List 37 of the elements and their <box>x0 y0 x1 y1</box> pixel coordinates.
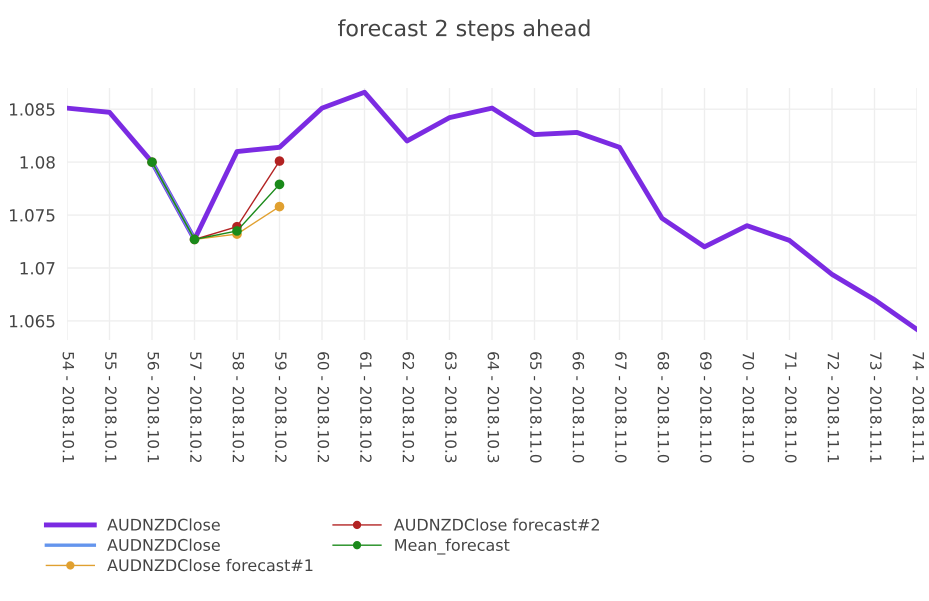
legend-label: AUDNZDClose forecast#2 <box>394 518 599 531</box>
x-tick-label: 63 - 2018.10.3 <box>445 352 457 462</box>
chart-title: forecast 2 steps ahead <box>338 19 590 41</box>
x-tick-label: 66 - 2018.11.0 <box>572 352 584 463</box>
x-tick-label: 74 - 2018.11.1 <box>912 352 924 462</box>
line-series <box>67 90 917 332</box>
x-tick-label: 69 - 2018.11.0 <box>700 352 712 463</box>
x-tick-label: 59 - 2018.10.2 <box>275 352 287 462</box>
x-tick-label: 61 - 2018.10.2 <box>360 352 372 462</box>
x-tick-label: 72 - 2018.11.1 <box>828 352 840 462</box>
y-tick-label: 1.075 <box>10 209 54 222</box>
x-tick-label: 68 - 2018.11.0 <box>658 352 670 463</box>
x-tick-label: 55 - 2018.10.1 <box>105 352 117 462</box>
x-tick-label: 64 - 2018.10.3 <box>488 352 500 462</box>
x-tick-label: 62 - 2018.10.2 <box>402 352 414 462</box>
x-tick-label: 67 - 2018.11.0 <box>615 352 627 463</box>
x-tick-label: 60 - 2018.10.2 <box>318 352 330 462</box>
point <box>274 179 284 190</box>
y-tick-label: 1.07 <box>20 262 54 275</box>
y-tick-label: 1.085 <box>10 103 54 116</box>
x-tick-label: 58 - 2018.10.2 <box>232 352 244 462</box>
point <box>232 226 242 236</box>
point <box>274 156 284 166</box>
x-tick-label: 57 - 2018.10.2 <box>190 352 202 462</box>
y-tick-label: 1.08 <box>20 156 55 169</box>
point <box>274 202 284 212</box>
y-tick-label: 1.065 <box>10 314 54 328</box>
legend-label: Mean_forecast <box>395 538 510 555</box>
x-tick-label: 65 - 2018.11.0 <box>530 352 542 463</box>
legend-label: AUDNZDClose <box>107 538 220 551</box>
legend-label: AUDNZDClose forecast#1 <box>107 558 312 572</box>
legend-label: AUDNZDClose <box>107 518 220 531</box>
x-tick-label: 71 - 2018.11.0 <box>785 352 797 463</box>
x-tick-label: 73 - 2018.11.1 <box>870 352 882 462</box>
x-tick-label: 70 - 2018.11.0 <box>742 352 754 463</box>
x-tick-label: 54 - 2018.10.1 <box>62 352 74 462</box>
x-tick-label: 56 - 2018.10.1 <box>148 352 160 462</box>
